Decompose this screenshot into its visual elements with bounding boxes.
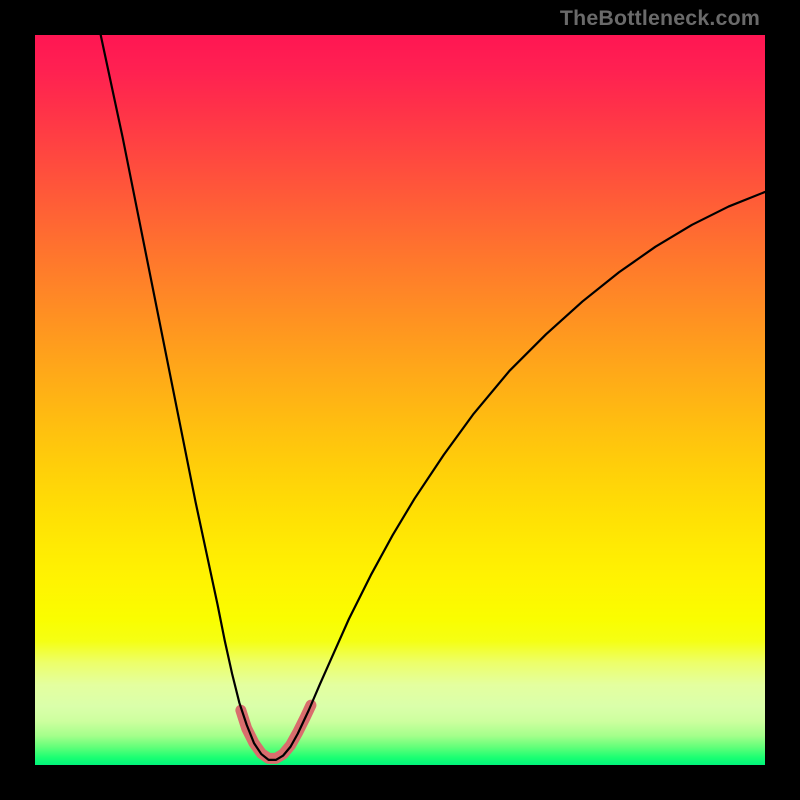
bottleneck-curve-svg xyxy=(35,35,765,765)
bottleneck-curve xyxy=(101,35,765,760)
watermark-text: TheBottleneck.com xyxy=(560,6,760,31)
sweet-spot-highlight xyxy=(241,705,311,758)
chart-outer-frame: TheBottleneck.com xyxy=(0,0,800,800)
plot-area xyxy=(35,35,765,765)
